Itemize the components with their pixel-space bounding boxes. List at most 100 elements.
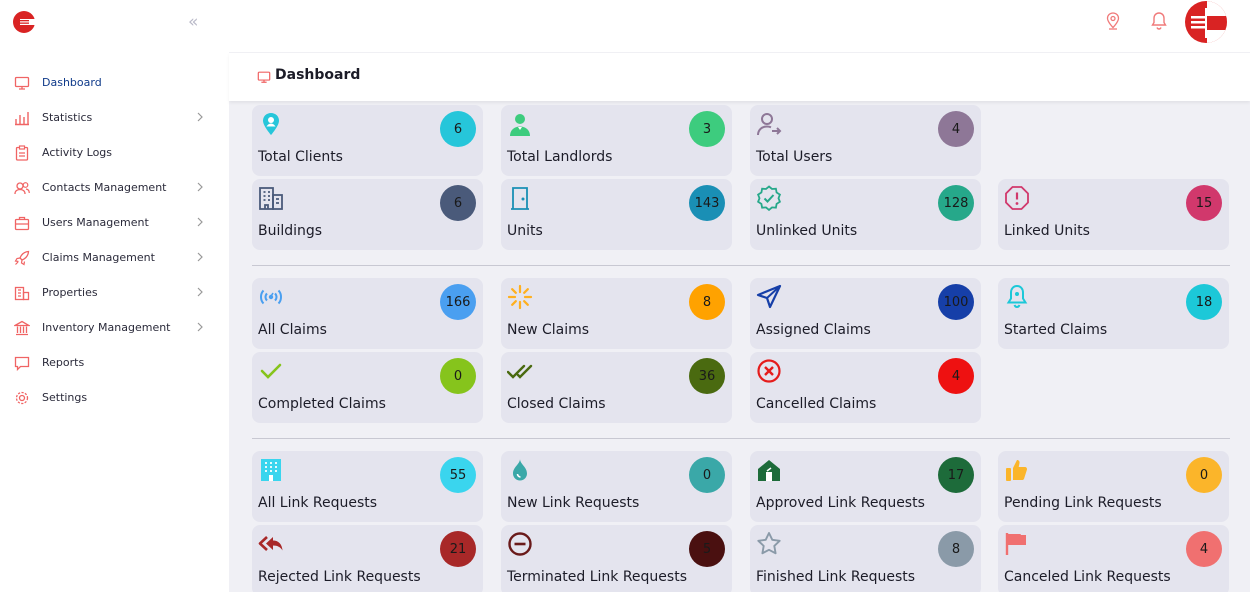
stat-count-badge: 0 (440, 358, 476, 394)
stat-count-badge: 0 (1186, 457, 1222, 493)
stat-count-badge: 18 (1186, 284, 1222, 320)
gear-icon (15, 391, 29, 405)
stat-card-unlinked-units[interactable]: Unlinked Units 128 (750, 179, 981, 250)
stat-card-rejected-link-requests[interactable]: Rejected Link Requests 21 (252, 525, 483, 592)
sidebar-item-label: Activity Logs (42, 146, 113, 159)
alert-octagon-icon (1004, 185, 1030, 211)
notification-bell-icon[interactable] (1150, 11, 1168, 31)
chevron-right-icon (197, 252, 203, 262)
stat-count-badge: 5 (689, 531, 725, 567)
stat-card-pending-link-requests[interactable]: Pending Link Requests 0 (998, 451, 1229, 522)
stat-count-badge: 3 (689, 111, 725, 147)
stat-count-badge: 8 (689, 284, 725, 320)
sidebar-item-label: Properties (42, 286, 98, 299)
stat-count-badge: 4 (938, 358, 974, 394)
stat-card-linked-units[interactable]: Linked Units 15 (998, 179, 1229, 250)
stat-card-units[interactable]: Units 143 (501, 179, 732, 250)
app-logo[interactable] (12, 10, 36, 34)
sidebar-item-inventory-management[interactable]: Inventory Management (0, 310, 229, 345)
sidebar-item-settings[interactable]: Settings (0, 380, 229, 415)
stat-count-badge: 17 (938, 457, 974, 493)
stat-card-label: Buildings (258, 223, 323, 239)
section-divider (252, 265, 1230, 266)
buildings-icon (258, 185, 284, 211)
stat-card-all-link-requests[interactable]: All Link Requests 55 (252, 451, 483, 522)
stat-card-label: Assigned Claims (756, 322, 871, 338)
sidebar-item-dashboard[interactable]: Dashboard (0, 65, 229, 100)
sidebar-item-contacts-management[interactable]: Contacts Management (0, 170, 229, 205)
stat-card-label: Total Landlords (507, 149, 613, 165)
monitor-icon (14, 76, 30, 90)
stat-count-badge: 4 (1186, 531, 1222, 567)
stat-card-label: All Claims (258, 322, 327, 338)
stat-card-new-link-requests[interactable]: New Link Requests 0 (501, 451, 732, 522)
sidebar-item-activity-logs[interactable]: Activity Logs (0, 135, 229, 170)
location-pin-icon[interactable] (1105, 12, 1121, 30)
rocket-icon (14, 250, 30, 266)
broadcast-icon (258, 284, 284, 310)
stat-card-started-claims[interactable]: Started Claims 18 (998, 278, 1229, 349)
stat-card-new-claims[interactable]: New Claims 8 (501, 278, 732, 349)
building-icon (14, 286, 30, 301)
stat-count-badge: 21 (440, 531, 476, 567)
stat-card-total-users[interactable]: Total Users 4 (750, 105, 981, 176)
stat-count-badge: 55 (440, 457, 476, 493)
stat-card-terminated-link-requests[interactable]: Terminated Link Requests 5 (501, 525, 732, 592)
sidebar-nav: Dashboard Statistics Activity Logs Conta… (0, 65, 229, 415)
star-icon (756, 531, 782, 557)
send-arrow-icon (756, 284, 782, 310)
stat-card-label: Canceled Link Requests (1004, 569, 1171, 585)
sparkle-icon (507, 284, 533, 310)
stat-card-label: Rejected Link Requests (258, 569, 421, 585)
sidebar-item-label: Dashboard (42, 76, 102, 89)
stat-card-total-landlords[interactable]: Total Landlords 3 (501, 105, 732, 176)
user-avatar[interactable] (1185, 1, 1227, 43)
check-icon (258, 358, 284, 384)
stat-card-label: All Link Requests (258, 495, 378, 511)
sidebar-item-claims-management[interactable]: Claims Management (0, 240, 229, 275)
stat-count-badge: 6 (440, 185, 476, 221)
avatar-logo-icon (1191, 1, 1227, 43)
chevron-right-icon (197, 182, 203, 192)
stat-count-badge: 166 (440, 284, 476, 320)
reply-all-icon (258, 531, 284, 557)
sidebar-item-reports[interactable]: Reports (0, 345, 229, 380)
monitor-icon (257, 71, 271, 83)
stat-card-label: Unlinked Units (756, 223, 858, 239)
sidebar-item-properties[interactable]: Properties (0, 275, 229, 310)
sidebar: « Dashboard Statistics Activity Logs Con… (0, 0, 229, 592)
stat-card-label: Closed Claims (507, 396, 606, 412)
contacts-icon (14, 182, 30, 195)
section-divider (252, 438, 1230, 439)
stat-card-completed-claims[interactable]: Completed Claims 0 (252, 352, 483, 423)
client-pin-icon (258, 111, 284, 137)
stat-count-badge: 143 (689, 185, 725, 221)
sidebar-item-users-management[interactable]: Users Management (0, 205, 229, 240)
stat-card-label: Total Users (756, 149, 833, 165)
sidebar-item-statistics[interactable]: Statistics (0, 100, 229, 135)
stat-card-all-claims[interactable]: All Claims 166 (252, 278, 483, 349)
page-title: Dashboard (275, 67, 361, 83)
stat-card-closed-claims[interactable]: Closed Claims 36 (501, 352, 732, 423)
stat-card-cancelled-claims[interactable]: Cancelled Claims 4 (750, 352, 981, 423)
stat-card-label: Terminated Link Requests (507, 569, 687, 585)
stat-count-badge: 6 (440, 111, 476, 147)
stat-card-finished-link-requests[interactable]: Finished Link Requests 8 (750, 525, 981, 592)
stat-card-total-clients[interactable]: Total Clients 6 (252, 105, 483, 176)
sidebar-item-label: Contacts Management (42, 181, 167, 194)
user-arrow-icon (756, 111, 782, 137)
verified-badge-icon (756, 185, 782, 212)
stat-card-canceled-link-requests[interactable]: Canceled Link Requests 4 (998, 525, 1229, 592)
stat-card-label: Cancelled Claims (756, 396, 877, 412)
stat-card-label: Finished Link Requests (756, 569, 916, 585)
stat-card-label: Units (507, 223, 543, 239)
stat-card-approved-link-requests[interactable]: Approved Link Requests 17 (750, 451, 981, 522)
chevron-right-icon (197, 322, 203, 332)
chevron-right-icon (197, 112, 203, 122)
stat-card-assigned-claims[interactable]: Assigned Claims 100 (750, 278, 981, 349)
house-icon (756, 457, 782, 483)
office-building-icon (258, 457, 284, 483)
collapse-sidebar-icon[interactable]: « (188, 12, 199, 32)
stat-card-buildings[interactable]: Buildings 6 (252, 179, 483, 250)
sidebar-item-label: Statistics (42, 111, 93, 124)
